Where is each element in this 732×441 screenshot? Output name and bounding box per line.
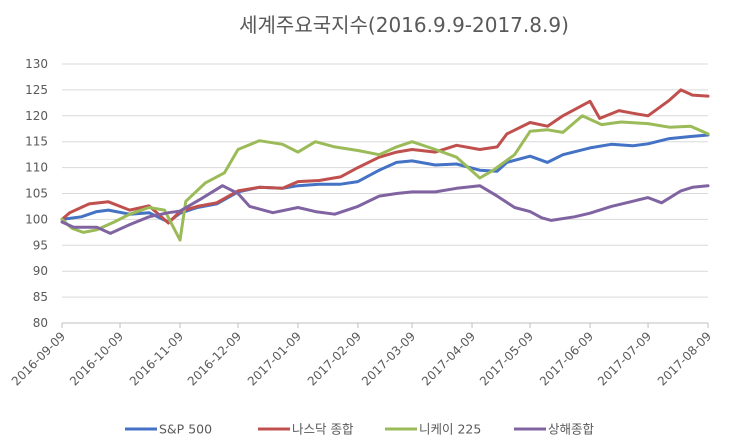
legend-label: S&P 500 xyxy=(159,422,212,437)
x-tick-label: 2016-10-09 xyxy=(67,329,126,388)
chart-title: 세계주요국지수(2016.9.9-2017.8.9) xyxy=(239,13,569,37)
legend-label: 나스닥 종합 xyxy=(292,422,354,437)
x-tick-label: 2016-11-09 xyxy=(127,329,186,388)
grid xyxy=(62,63,708,324)
y-tick-label: 130 xyxy=(25,57,48,71)
series-line xyxy=(60,184,710,235)
y-tick-label: 90 xyxy=(33,264,48,278)
legend-label: 니케이 225 xyxy=(419,422,481,437)
y-tick-label: 105 xyxy=(25,187,48,201)
legend-label: 상해종합 xyxy=(548,422,595,437)
y-tick-label: 100 xyxy=(25,212,48,226)
x-tick-label: 2017-08-09 xyxy=(655,329,714,388)
y-tick-label: 85 xyxy=(33,290,48,304)
x-tick-label: 2017-03-09 xyxy=(359,329,418,388)
y-tick-label: 110 xyxy=(25,161,48,175)
x-tick-label: 2016-12-09 xyxy=(185,329,244,388)
y-tick-label: 80 xyxy=(33,316,48,330)
y-axis-ticks: 80 85 90 95 100 105 110 115 120 125 130 xyxy=(25,57,48,330)
x-tick-label: 2016-09-09 xyxy=(9,329,68,388)
series-lines xyxy=(60,88,710,242)
y-tick-label: 125 xyxy=(25,83,48,97)
series-line xyxy=(60,114,710,242)
y-tick-label: 95 xyxy=(33,238,48,252)
x-tick-label: 2017-05-09 xyxy=(477,329,536,388)
x-tick-label: 2017-02-09 xyxy=(305,329,364,388)
x-tick-label: 2017-01-09 xyxy=(245,329,304,388)
legend: S&P 500 나스닥 종합 니케이 225 상해종합 xyxy=(125,422,595,437)
x-tick-label: 2017-07-09 xyxy=(595,329,654,388)
x-tick-label: 2017-04-09 xyxy=(419,329,478,388)
y-tick-label: 115 xyxy=(25,135,48,149)
y-tick-label: 120 xyxy=(25,109,48,123)
x-tick-label: 2017-06-09 xyxy=(537,329,596,388)
series-line xyxy=(60,88,710,225)
